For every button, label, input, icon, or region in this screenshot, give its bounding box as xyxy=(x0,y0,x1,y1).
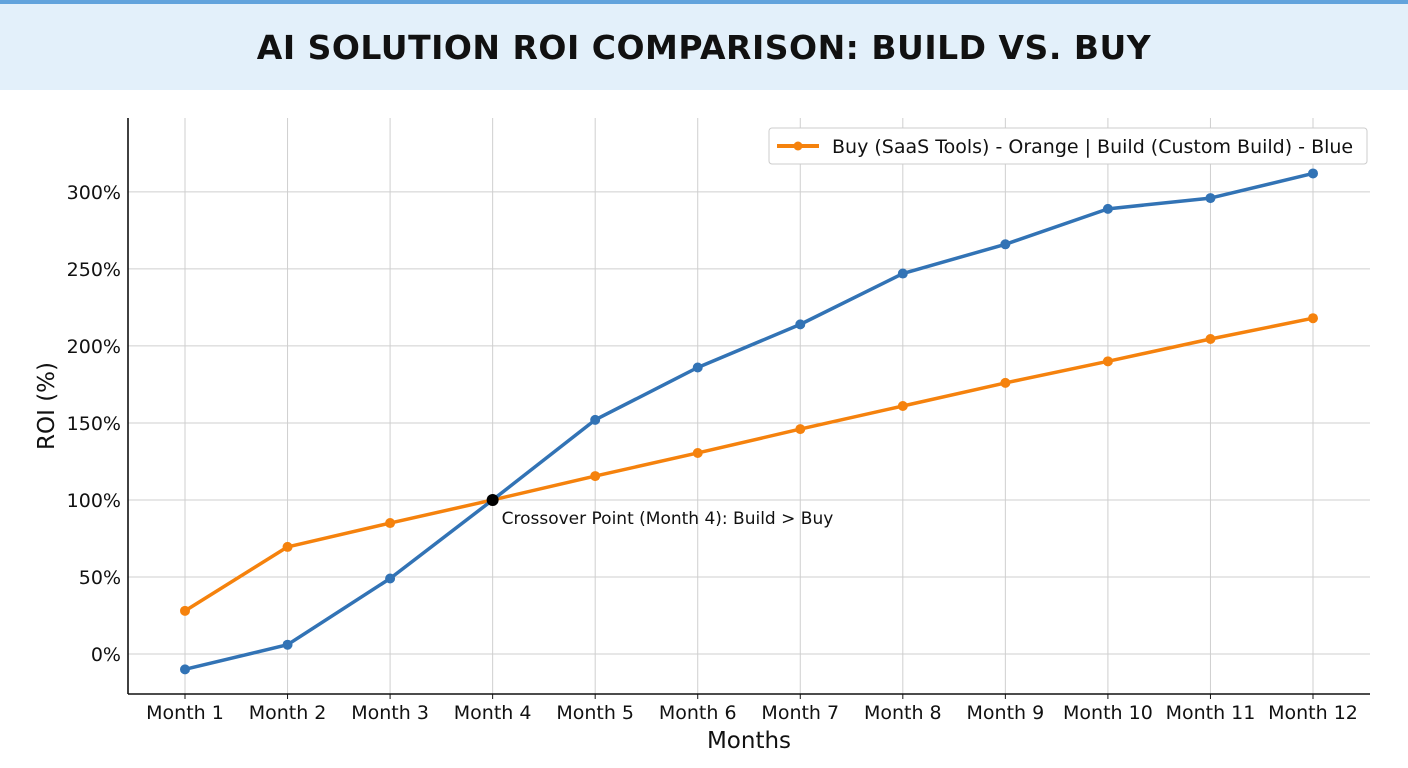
data-point-buy xyxy=(692,447,703,458)
y-tick-labels: 0% 50% 100% 150% 200% 250% 300% xyxy=(67,182,121,666)
legend-box xyxy=(768,127,1368,165)
crossover-annotation: Crossover Point (Month 4): Build > Buy xyxy=(486,493,834,529)
data-point-buy xyxy=(282,541,293,552)
x-tick-label: Month 2 xyxy=(249,702,327,724)
x-tick-label: Month 4 xyxy=(454,702,532,724)
legend-text: Buy (SaaS Tools) - Orange | Build (Custo… xyxy=(832,136,1353,158)
y-tick-label: 150% xyxy=(67,413,121,435)
y-axis-label: ROI (%) xyxy=(34,362,60,450)
data-point-build xyxy=(1000,239,1011,250)
data-point-build xyxy=(590,414,601,425)
data-point-buy xyxy=(1000,377,1011,388)
axes xyxy=(127,118,1370,699)
x-tick-label: Month 12 xyxy=(1268,702,1358,724)
y-tick-label: 300% xyxy=(67,182,121,204)
x-tick-label: Month 9 xyxy=(967,702,1045,724)
series-line-build xyxy=(184,171,1314,672)
data-point-build xyxy=(282,639,293,650)
x-tick-label: Month 7 xyxy=(761,702,839,724)
grid xyxy=(128,118,1370,694)
x-tick-label: Month 6 xyxy=(659,702,737,724)
x-tick-label: Month 1 xyxy=(146,702,224,724)
data-point-build xyxy=(385,573,396,584)
x-tick-label: Month 3 xyxy=(351,702,429,724)
data-point-buy xyxy=(180,605,190,616)
chart-title: AI SOLUTION ROI COMPARISON: BUILD VS. BU… xyxy=(256,27,1152,67)
data-point-buy xyxy=(795,424,806,435)
data-point-build xyxy=(1102,203,1113,214)
crossover-marker xyxy=(486,493,499,506)
x-tick-label: Month 5 xyxy=(556,702,634,724)
series-line-buy xyxy=(184,316,1314,613)
data-point-buy xyxy=(590,471,601,482)
data-point-buy xyxy=(385,518,396,529)
data-point-buy xyxy=(1308,313,1318,324)
data-point-build xyxy=(1205,193,1216,204)
top-accent-bar xyxy=(0,0,1408,4)
title-band: AI SOLUTION ROI COMPARISON: BUILD VS. BU… xyxy=(0,4,1408,90)
data-point-buy xyxy=(1205,334,1216,345)
y-tick-label: 100% xyxy=(67,490,121,512)
x-tick-label: Month 10 xyxy=(1063,702,1153,724)
x-tick-labels: Month 1 Month 2 Month 3 Month 4 Month 5 Month… xyxy=(146,702,1358,724)
x-axis-label: Months xyxy=(707,728,791,754)
y-tick-label: 0% xyxy=(91,644,121,666)
legend: Buy (SaaS Tools) - Orange | Build (Custo… xyxy=(768,127,1368,165)
x-tick-label: Month 11 xyxy=(1166,702,1256,724)
data-point-buy xyxy=(1102,356,1113,367)
data-point-build xyxy=(692,362,703,373)
x-tick-label: Month 8 xyxy=(864,702,942,724)
series-lines xyxy=(184,171,1314,672)
data-point-buy xyxy=(897,401,908,411)
series-points xyxy=(180,168,1318,675)
data-point-build xyxy=(897,268,908,279)
crossover-label: Crossover Point (Month 4): Build > Buy xyxy=(502,509,834,529)
y-tick-label: 200% xyxy=(67,336,121,358)
legend-marker-buy xyxy=(793,141,803,151)
data-point-build xyxy=(1308,168,1318,179)
data-point-build xyxy=(180,664,190,675)
y-tick-label: 50% xyxy=(79,567,121,589)
y-tick-label: 250% xyxy=(67,259,121,281)
data-point-build xyxy=(795,319,806,330)
